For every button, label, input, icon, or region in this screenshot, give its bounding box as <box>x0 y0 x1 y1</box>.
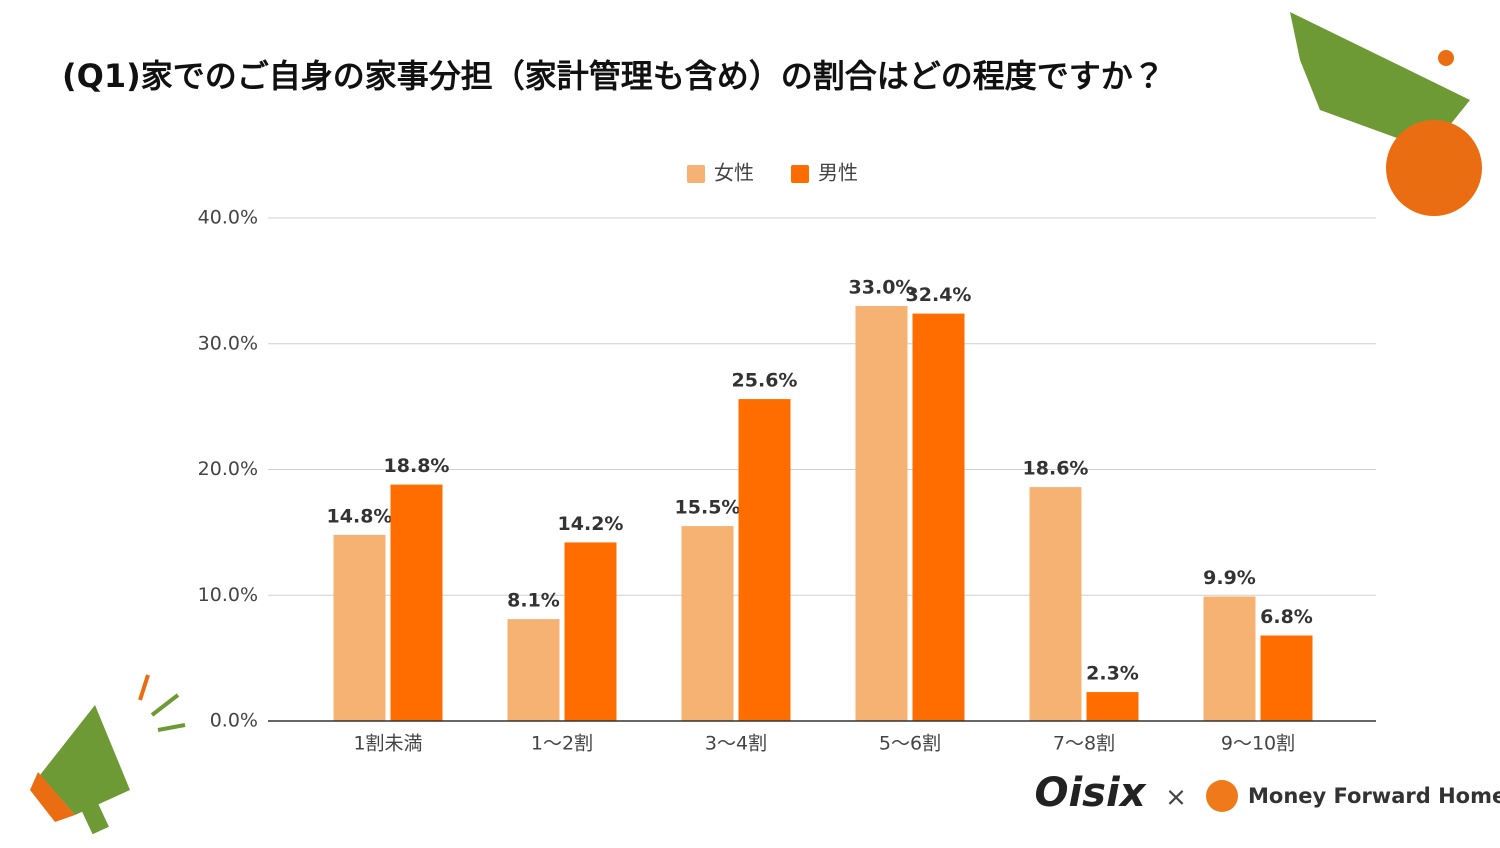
legend-label: 女性 <box>714 161 754 185</box>
value-label: 9.9% <box>1203 567 1256 589</box>
logo-mark <box>1206 780 1238 812</box>
value-label: 8.1% <box>507 590 560 612</box>
bar <box>681 526 734 721</box>
value-label: 18.6% <box>1023 458 1089 480</box>
bar <box>507 619 560 721</box>
x-tick-label: 7～8割 <box>1053 733 1115 755</box>
x-tick-label: 5～6割 <box>879 733 941 755</box>
x-tick-label: 3～4割 <box>705 733 767 755</box>
value-label: 14.2% <box>558 513 624 535</box>
logo-moneyforward: Money Forward Home <box>1248 784 1500 808</box>
chart-title: (Q1)家でのご自身の家事分担（家計管理も含め）の割合はどの程度ですか？ <box>62 57 1165 95</box>
bar <box>855 306 908 721</box>
legend-swatch <box>791 165 809 183</box>
x-tick-label: 9～10割 <box>1221 733 1295 755</box>
value-label: 25.6% <box>732 370 798 392</box>
decoration-megaphone <box>30 674 186 835</box>
y-tick-label: 40.0% <box>198 207 258 229</box>
value-label: 6.8% <box>1260 606 1313 628</box>
bar <box>1029 487 1082 721</box>
legend-label: 男性 <box>818 161 858 185</box>
y-tick-label: 30.0% <box>198 332 258 354</box>
legend-swatch <box>687 165 705 183</box>
x-tick-label: 1～2割 <box>531 733 593 755</box>
bar <box>738 399 791 721</box>
bar <box>1086 692 1139 721</box>
bar <box>912 313 965 721</box>
bar <box>390 484 443 721</box>
decoration-top-right <box>1290 12 1482 216</box>
bar <box>1260 635 1313 721</box>
value-label: 32.4% <box>906 284 972 306</box>
y-tick-label: 10.0% <box>198 584 258 606</box>
value-label: 33.0% <box>849 277 915 299</box>
bar <box>1203 596 1256 721</box>
logo-oisix: Oisix <box>1034 770 1146 816</box>
y-tick-label: 20.0% <box>198 458 258 480</box>
value-label: 14.8% <box>327 505 393 527</box>
bar <box>333 534 386 721</box>
value-label: 15.5% <box>675 497 741 519</box>
bar <box>564 542 617 721</box>
value-label: 2.3% <box>1086 663 1139 685</box>
y-tick-label: 0.0% <box>210 710 258 732</box>
logo-separator: × <box>1165 783 1187 813</box>
x-tick-label: 1割未満 <box>353 733 422 755</box>
value-label: 18.8% <box>384 455 450 477</box>
